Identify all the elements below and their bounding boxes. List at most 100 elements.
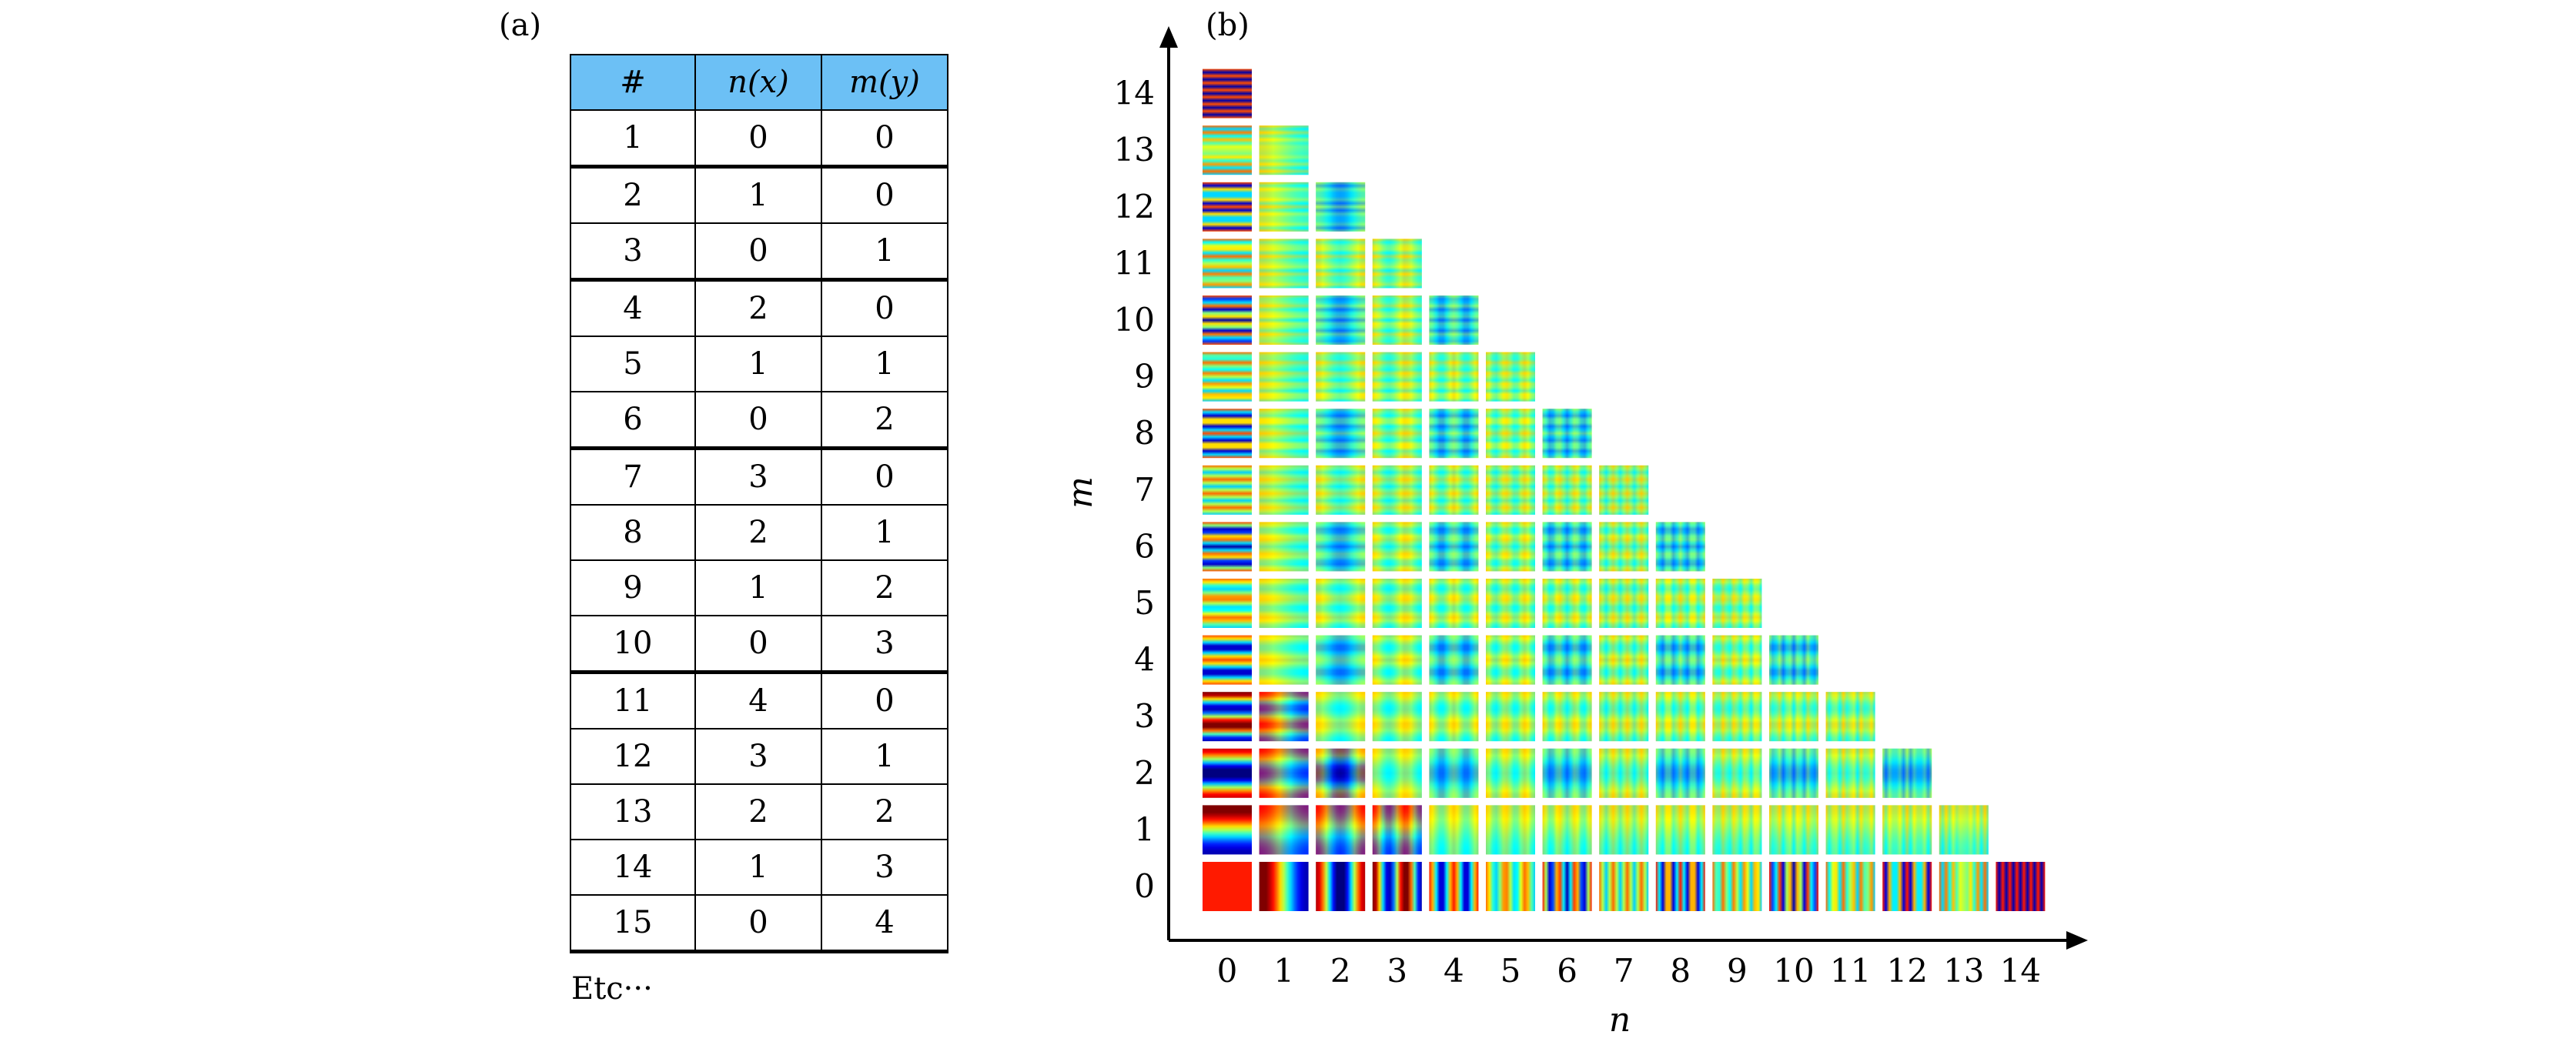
- x-tick-label: 14: [2000, 952, 2041, 990]
- index-cell: 14: [570, 839, 696, 896]
- n-cell: 2: [694, 504, 822, 561]
- header-n: n(x): [694, 54, 822, 111]
- m-cell: 1: [821, 728, 948, 785]
- mode-cell-n2-m12: [1316, 182, 1366, 232]
- m-cell: 1: [821, 504, 948, 561]
- index-cell: 15: [570, 894, 696, 953]
- table-footer-etc: Etc···: [571, 971, 653, 1007]
- mode-cell-n4-m4: [1429, 635, 1479, 685]
- n-cell: 1: [694, 336, 822, 392]
- n-cell: 0: [694, 894, 822, 953]
- table-row: 12 3 1: [570, 728, 948, 785]
- x-tick-label: 12: [1886, 952, 1927, 990]
- mode-cell-n11-m3: [1825, 692, 1875, 742]
- mode-cell-n3-m9: [1372, 352, 1422, 402]
- table-row: 13 2 2: [570, 783, 948, 840]
- index-cell: 1: [570, 109, 696, 169]
- mode-cell-n9-m5: [1712, 579, 1762, 628]
- mode-cell-n0-m1: [1203, 805, 1252, 855]
- mode-cell-n14-m0: [1996, 862, 2046, 911]
- m-cell: 1: [821, 222, 948, 282]
- mode-cell-n9-m1: [1712, 805, 1762, 855]
- m-cell: 3: [821, 615, 948, 674]
- n-cell: 1: [694, 839, 822, 896]
- mode-cell-n10-m3: [1769, 692, 1818, 742]
- mode-cell-n1-m0: [1259, 862, 1309, 911]
- mode-cell-n8-m4: [1655, 635, 1705, 685]
- y-tick-label: 6: [1134, 527, 1155, 565]
- m-cell: 0: [821, 165, 948, 224]
- mode-cell-n1-m4: [1259, 635, 1309, 685]
- mode-cell-n3-m4: [1372, 635, 1422, 685]
- mode-cell-n3-m7: [1372, 465, 1422, 515]
- mode-cell-n1-m2: [1259, 748, 1309, 798]
- mode-cell-n12-m1: [1882, 805, 1932, 855]
- mode-cell-n2-m6: [1316, 522, 1366, 572]
- x-tick-label: 0: [1217, 952, 1238, 990]
- mode-cell-n11-m2: [1825, 748, 1875, 798]
- index-cell: 3: [570, 222, 696, 282]
- x-tick-label: 8: [1670, 952, 1691, 990]
- index-cell: 13: [570, 783, 696, 840]
- mode-cell-n7-m0: [1599, 862, 1649, 911]
- mode-cell-n0-m3: [1203, 692, 1252, 742]
- table-row: 10 0 3: [570, 615, 948, 674]
- m-cell: 2: [821, 559, 948, 616]
- mode-cell-n6-m5: [1542, 579, 1592, 628]
- table-row: 11 4 0: [570, 671, 948, 729]
- x-tick-label: 2: [1330, 952, 1351, 990]
- y-tick-label: 9: [1134, 358, 1155, 396]
- mode-cell-n5-m5: [1486, 579, 1535, 628]
- mode-cell-n0-m9: [1203, 352, 1252, 402]
- m-cell: 0: [821, 671, 948, 729]
- mode-cell-n6-m3: [1542, 692, 1592, 742]
- n-cell: 3: [694, 447, 822, 506]
- mode-cell-n7-m6: [1599, 522, 1649, 572]
- m-cell: 1: [821, 336, 948, 392]
- index-cell: 2: [570, 165, 696, 224]
- mode-cell-n1-m11: [1259, 239, 1309, 289]
- mode-cell-n3-m6: [1372, 522, 1422, 572]
- mode-cell-n2-m4: [1316, 635, 1366, 685]
- mode-cell-n13-m0: [1939, 862, 1989, 911]
- mode-cell-n2-m0: [1316, 862, 1366, 911]
- header-m: m(y): [821, 54, 948, 111]
- mode-cell-n6-m4: [1542, 635, 1592, 685]
- x-axis-arrow-icon: [2066, 931, 2088, 950]
- mode-cell-n0-m6: [1203, 522, 1252, 572]
- mode-cell-n0-m0: [1203, 862, 1252, 911]
- x-tick-label: 5: [1500, 952, 1521, 990]
- mode-cell-n11-m1: [1825, 805, 1875, 855]
- mode-cell-n4-m8: [1429, 409, 1479, 459]
- mode-cell-n8-m0: [1655, 862, 1705, 911]
- y-tick-label: 1: [1134, 810, 1155, 848]
- table-header-row: # n(x) m(y): [570, 54, 948, 111]
- mode-cell-n4-m9: [1429, 352, 1479, 402]
- mode-cell-n1-m1: [1259, 805, 1309, 855]
- x-tick-label: 13: [1943, 952, 1984, 990]
- mode-cell-n3-m2: [1372, 748, 1422, 798]
- mode-cell-n11-m0: [1825, 862, 1875, 911]
- mode-cell-n6-m8: [1542, 409, 1592, 459]
- n-cell: 0: [694, 391, 822, 450]
- mode-cell-n6-m1: [1542, 805, 1592, 855]
- mode-cell-n5-m3: [1486, 692, 1535, 742]
- mode-cell-n0-m10: [1203, 295, 1252, 345]
- y-tick-label: 8: [1134, 414, 1155, 452]
- mode-cell-n6-m6: [1542, 522, 1592, 572]
- y-axis-title: m: [1061, 476, 1100, 509]
- mode-cell-n0-m11: [1203, 239, 1252, 289]
- n-cell: 1: [694, 559, 822, 616]
- mode-cell-n1-m6: [1259, 522, 1309, 572]
- mode-cell-n4-m1: [1429, 805, 1479, 855]
- mode-cell-n4-m2: [1429, 748, 1479, 798]
- mode-cell-n1-m10: [1259, 295, 1309, 345]
- y-tick-label: 11: [1114, 244, 1155, 282]
